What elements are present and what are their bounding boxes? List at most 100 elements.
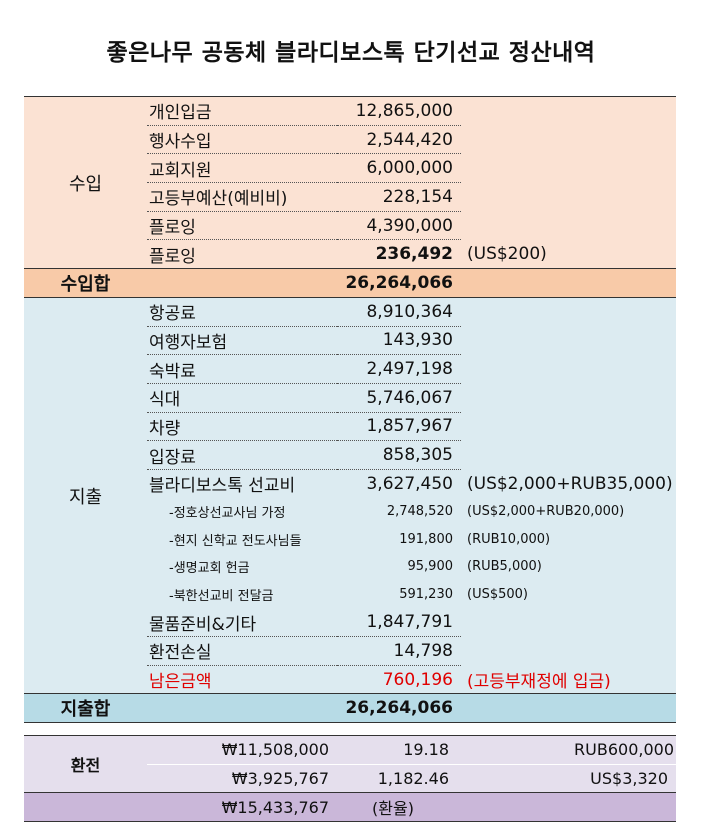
- expense-item-note: [461, 440, 676, 470]
- income-total-amount: 26,264,066: [337, 268, 461, 298]
- expense-row: 차량 1,857,967: [24, 412, 676, 442]
- exchange-total-row: ₩15,433,767 (환율): [24, 792, 676, 823]
- expense-row: 물품준비&기타 1,847,791: [24, 608, 676, 638]
- income-item-name: 행사수입: [147, 125, 337, 155]
- expense-item-note: [461, 354, 676, 384]
- expense-item-note: [461, 383, 676, 413]
- income-item-amount: 6,000,000: [337, 153, 461, 184]
- remaining-row: 남은금액 760,196 (고등부재정에 입금): [24, 665, 676, 694]
- expense-sub-row: -생명교회 헌금 95,900 (RUB5,000): [24, 553, 676, 581]
- expense-item-amount: 14,798: [337, 636, 461, 666]
- expense-item-name: 숙박료: [147, 354, 337, 384]
- expense-sub-name: -현지 신학교 전도사님들: [147, 525, 337, 553]
- expense-row: 환전손실 14,798: [24, 636, 676, 666]
- expense-item-name: 물품준비&기타: [147, 608, 337, 638]
- exchange-total-note: (환율): [337, 792, 461, 823]
- expense-sub-name: -정호상선교사님 가정: [147, 497, 337, 526]
- expense-item-note: [461, 608, 676, 637]
- income-row: 플로잉 4,390,000: [24, 211, 676, 241]
- expense-item-name: 여행자보험: [147, 326, 337, 356]
- expense-item-note: [461, 326, 676, 355]
- expense-item-amount: 1,847,791: [337, 608, 461, 638]
- income-total-label: 수입합: [24, 268, 147, 298]
- expense-sub-name: -북한선교비 전달금: [147, 580, 337, 609]
- expense-sub-note: (US$2,000+RUB20,000): [461, 497, 676, 526]
- exchange-row: 환전 ₩11,508,000 19.18 RUB600,000: [24, 734, 676, 793]
- expense-item-name: 입장료: [147, 440, 337, 470]
- income-total-row: 수입합 26,264,066: [24, 268, 676, 298]
- expense-total-row: 지출합 26,264,066: [24, 693, 676, 724]
- expense-item-amount: 858,305: [337, 440, 461, 470]
- expense-item-name: 블라디보스톡 선교비: [147, 469, 337, 498]
- page-title: 좋은나무 공동체 블라디보스톡 단기선교 정산내역: [106, 40, 596, 66]
- expense-item-amount: 2,497,198: [337, 354, 461, 384]
- exchange-foreign: US$3,320: [461, 764, 676, 793]
- expense-sub-amount: 2,748,520: [337, 497, 461, 526]
- exchange-foreign: RUB600,000: [461, 735, 676, 765]
- expense-sub-amount: 191,800: [337, 525, 461, 553]
- expense-sub-row: -현지 신학교 전도사님들 191,800 (RUB10,000): [24, 525, 676, 553]
- income-item-name: 플로잉: [147, 239, 337, 269]
- expense-total-label: 지출합: [24, 693, 147, 724]
- income-item-name: 교회지원: [147, 153, 337, 184]
- expense-item-name: 항공료: [147, 296, 337, 327]
- income-item-note: [461, 96, 676, 126]
- expense-item-name: 환전손실: [147, 636, 337, 666]
- expense-item-amount: 3,627,450: [337, 469, 461, 498]
- expense-sub-amount: 95,900: [337, 553, 461, 581]
- expense-item-amount: 143,930: [337, 326, 461, 356]
- expense-row: 지출 항공료 8,910,364: [24, 296, 676, 694]
- income-item-amount: 236,492: [337, 239, 461, 269]
- income-item-name: 고등부예산(예비비): [147, 182, 337, 212]
- income-item-name: 개인입금: [147, 96, 337, 126]
- exchange-krw: ₩3,925,767: [147, 764, 337, 793]
- income-item-note: [461, 211, 676, 240]
- expense-item-note: (US$2,000+RUB35,000): [461, 469, 676, 498]
- expense-sub-note: (RUB10,000): [461, 525, 676, 553]
- exchange-row: ₩3,925,767 1,182.46 US$3,320: [24, 764, 676, 793]
- expense-row: 입장료 858,305: [24, 440, 676, 470]
- exchange-krw: ₩11,508,000: [147, 735, 337, 765]
- remaining-amount: 760,196: [337, 665, 461, 694]
- income-item-note: [461, 182, 676, 212]
- exchange-rate: 1,182.46: [337, 764, 461, 793]
- expense-item-amount: 5,746,067: [337, 383, 461, 413]
- exchange-table: 환전 ₩11,508,000 19.18 RUB600,000 ₩3,925,7…: [24, 734, 676, 823]
- income-item-amount: 228,154: [337, 182, 461, 212]
- expense-item-note: [461, 636, 676, 666]
- income-row: 수입 개인입금 12,865,000: [24, 95, 676, 269]
- expense-sub-note: (RUB5,000): [461, 553, 676, 581]
- expense-item-amount: 8,910,364: [337, 296, 461, 327]
- expense-item-amount: 1,857,967: [337, 412, 461, 442]
- settlement-table: 수입 개인입금 12,865,000 행사수입 2,544,420 교회지원 6…: [24, 95, 676, 724]
- expense-row: 블라디보스톡 선교비 3,627,450 (US$2,000+RUB35,000…: [24, 469, 676, 498]
- income-label: 수입: [24, 95, 147, 269]
- expense-total-amount: 26,264,066: [337, 693, 461, 724]
- expense-sub-note: (US$500): [461, 580, 676, 609]
- exchange-rate: 19.18: [337, 735, 461, 765]
- income-item-amount: 2,544,420: [337, 125, 461, 155]
- expense-sub-name: -생명교회 헌금: [147, 553, 337, 581]
- expense-sub-amount: 591,230: [337, 580, 461, 609]
- expense-sub-row: -정호상선교사님 가정 2,748,520 (US$2,000+RUB20,00…: [24, 497, 676, 526]
- expense-item-name: 차량: [147, 412, 337, 442]
- income-item-note: [461, 153, 676, 183]
- income-row: 플로잉 236,492 (US$200): [24, 239, 676, 269]
- income-item-note: [461, 125, 676, 154]
- expense-item-note: [461, 296, 676, 326]
- income-row: 교회지원 6,000,000: [24, 153, 676, 184]
- expense-item-name: 식대: [147, 383, 337, 413]
- income-row: 고등부예산(예비비) 228,154: [24, 182, 676, 212]
- remaining-name: 남은금액: [147, 665, 337, 694]
- income-item-amount: 4,390,000: [337, 211, 461, 241]
- expense-sub-row: -북한선교비 전달금 591,230 (US$500): [24, 580, 676, 609]
- income-item-amount: 12,865,000: [337, 96, 461, 126]
- remaining-note: (고등부재정에 입금): [461, 665, 676, 694]
- income-item-note: (US$200): [461, 239, 676, 269]
- exchange-label: 환전: [24, 734, 147, 793]
- expense-label: 지출: [24, 296, 147, 694]
- income-row: 행사수입 2,544,420: [24, 125, 676, 155]
- expense-row: 숙박료 2,497,198: [24, 354, 676, 384]
- expense-item-note: [461, 412, 676, 441]
- expense-row: 식대 5,746,067: [24, 383, 676, 413]
